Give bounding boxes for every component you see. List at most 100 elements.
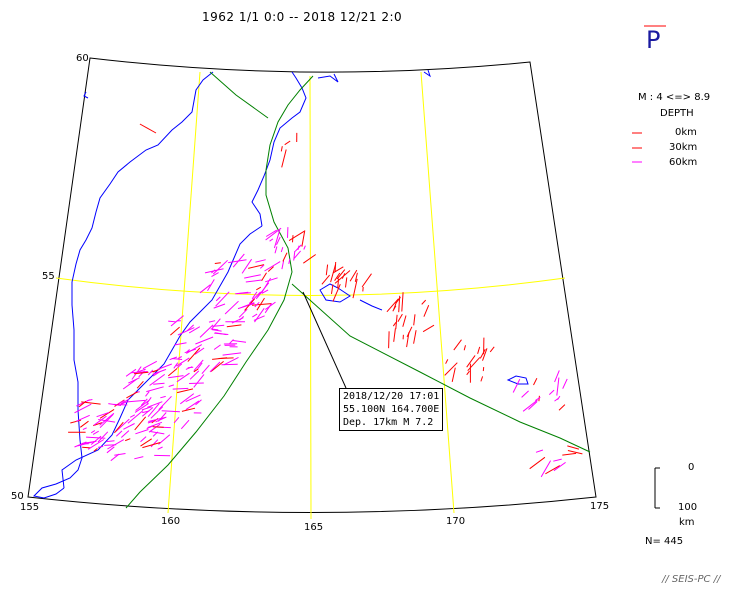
fault-mark — [87, 399, 93, 402]
fault-mark — [303, 245, 306, 250]
fault-mark — [548, 389, 555, 395]
fault-mark — [157, 446, 163, 450]
fault-mark — [215, 291, 230, 307]
fault-mark — [345, 277, 348, 288]
fault-mark — [261, 272, 267, 282]
fault-mark — [244, 274, 261, 279]
fault-mark — [445, 359, 449, 364]
fault-mark — [78, 400, 87, 408]
fault-mark — [87, 439, 105, 450]
fault-mark — [139, 123, 157, 134]
meridian-160 — [167, 71, 201, 514]
fault-mark — [185, 394, 201, 403]
fault-mark — [352, 278, 358, 299]
fault-mark — [115, 430, 123, 437]
fault-mark — [173, 362, 179, 369]
fault-mark — [97, 431, 109, 443]
lon-label-155: 155 — [20, 502, 40, 513]
fault-mark — [140, 438, 152, 447]
fault-mark — [235, 292, 251, 295]
fault-mark — [142, 360, 158, 370]
fault-mark — [193, 359, 204, 372]
fault-mark — [282, 252, 288, 262]
fault-mark — [214, 262, 221, 264]
fault-mark — [74, 403, 92, 414]
fault-mark — [195, 399, 202, 406]
fault-mark — [253, 315, 265, 321]
fault-mark — [256, 286, 262, 291]
fault-mark — [153, 382, 165, 385]
fault-mark — [269, 238, 274, 242]
fault-mark — [149, 373, 165, 386]
fault-mark — [148, 423, 161, 433]
fault-mark — [136, 368, 146, 373]
fault-mark — [210, 328, 219, 331]
fault-mark — [398, 295, 401, 313]
fault-mark — [557, 395, 561, 400]
software-credit: // SEIS-PC // — [662, 574, 721, 585]
fault-mark — [160, 395, 166, 399]
fault-mark — [241, 258, 253, 274]
fault-mark — [169, 356, 178, 361]
fault-mark — [130, 371, 148, 374]
fault-mark — [482, 348, 488, 361]
fault-mark — [170, 326, 180, 336]
fault-mark — [529, 456, 546, 470]
meridian-170 — [420, 71, 455, 514]
fault-mark — [535, 449, 544, 453]
coastline — [32, 69, 529, 499]
fault-mark — [142, 442, 161, 449]
fault-mark — [141, 406, 152, 411]
fault-mark — [521, 390, 529, 398]
depth-scale-unit: km — [679, 517, 695, 528]
fault-mark — [567, 450, 583, 455]
fault-mark — [176, 388, 194, 394]
fault-mark — [93, 448, 98, 452]
fault-mark — [553, 461, 566, 472]
fault-mark — [176, 357, 190, 367]
fault-mark — [255, 292, 262, 300]
fault-mark — [115, 418, 130, 432]
fault-mark — [349, 269, 358, 282]
fault-mark — [168, 320, 177, 323]
fault-mark — [152, 431, 159, 437]
fault-mark — [228, 259, 247, 264]
fault-mark — [388, 331, 390, 349]
fault-mark — [147, 401, 163, 408]
fault-mark — [423, 305, 430, 317]
fault-mark — [114, 421, 124, 434]
fault-mark — [259, 264, 265, 269]
fault-mark — [82, 446, 91, 449]
fault-mark — [241, 302, 255, 308]
fault-mark — [303, 254, 316, 264]
fault-mark — [444, 362, 458, 376]
fault-mark — [265, 229, 278, 237]
fault-mark — [421, 299, 427, 305]
fault-mark — [264, 261, 281, 272]
depth-scale-bar — [654, 467, 660, 509]
fault-mark — [167, 368, 178, 377]
fault-mark — [157, 412, 167, 422]
fault-mark — [528, 401, 538, 410]
fault-mark — [554, 370, 560, 383]
fault-mark — [479, 348, 486, 359]
depth-title: DEPTH — [660, 108, 694, 119]
fault-mark — [210, 361, 224, 372]
fault-mark — [274, 246, 278, 254]
fault-mark — [562, 452, 577, 456]
fault-mark — [185, 366, 193, 370]
fault-mark — [199, 324, 214, 338]
fault-mark — [125, 399, 146, 403]
fault-mark — [146, 386, 164, 393]
fault-mark — [480, 376, 484, 382]
fault-mark — [209, 361, 221, 373]
fault-mark — [133, 371, 149, 375]
fault-mark — [108, 403, 122, 406]
fault-mark — [238, 308, 248, 318]
event-callout: 2018/12/20 17:01 55.100N 164.700E Dep. 1… — [339, 388, 444, 431]
fault-mark — [186, 324, 195, 332]
fault-mark — [176, 372, 190, 383]
fault-mark — [392, 322, 397, 327]
fault-mark — [522, 399, 538, 412]
fault-mark — [261, 289, 269, 294]
